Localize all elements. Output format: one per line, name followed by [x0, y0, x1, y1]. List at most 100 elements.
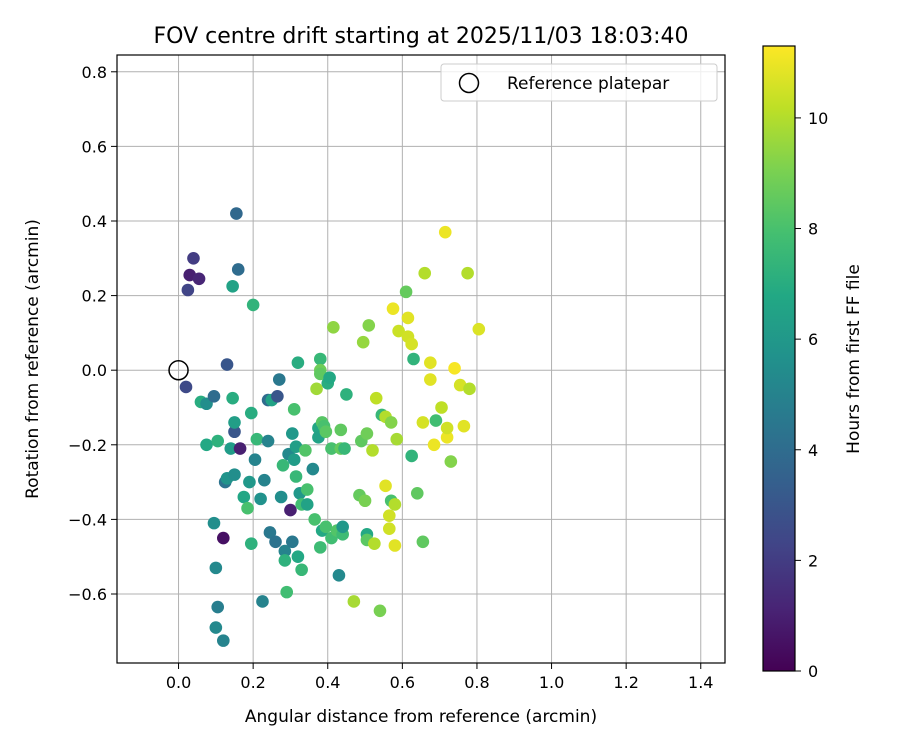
reference-marker-layer [168, 359, 189, 381]
data-point [287, 453, 301, 467]
data-point [313, 541, 327, 554]
x-tick-label: 0.6 [390, 673, 415, 692]
data-point [457, 419, 471, 433]
data-point [179, 380, 193, 394]
data-point [323, 371, 336, 384]
data-point [407, 352, 420, 366]
data-point [237, 490, 251, 504]
data-point [336, 520, 349, 534]
data-point [200, 438, 213, 452]
x-tick-label: 1.0 [539, 673, 564, 692]
data-point [246, 298, 260, 312]
data-point [286, 535, 299, 549]
data-point [356, 335, 370, 349]
colorbar-tick-label: 6 [808, 330, 818, 349]
data-point [424, 373, 437, 386]
data-point [440, 431, 454, 444]
data-point [334, 423, 348, 437]
data-point [258, 473, 271, 487]
data-point [228, 468, 241, 481]
data-point [224, 442, 238, 455]
data-point [263, 526, 277, 539]
data-point [231, 263, 245, 276]
data-point [291, 550, 305, 563]
y-tick-label: −0.6 [68, 585, 107, 604]
legend-box [440, 63, 718, 102]
data-point [207, 390, 221, 403]
data-point [243, 475, 256, 489]
y-tick-label: −0.2 [68, 436, 107, 455]
data-point [379, 479, 392, 493]
data-point [271, 390, 284, 403]
legend-entry-label: Reference platepar [507, 74, 669, 94]
data-point [278, 554, 292, 567]
data-point [244, 537, 258, 550]
data-point [286, 427, 299, 440]
data-point [207, 516, 221, 530]
data-point [295, 563, 308, 577]
data-point [392, 324, 405, 338]
colorbar: 0 2 4 6 8 10 Hours from first FF file [762, 45, 864, 681]
data-point [181, 283, 195, 297]
colorbar-tick-label: 2 [808, 551, 818, 570]
y-axis-label: Rotation from reference (arcmin) [23, 219, 43, 499]
plot-frame [116, 54, 726, 664]
data-point [461, 266, 474, 280]
data-point [226, 391, 239, 405]
data-point [226, 279, 239, 293]
data-point [386, 302, 400, 315]
data-point [410, 486, 424, 500]
data-point [358, 494, 372, 508]
data-point [424, 356, 437, 370]
data-point [347, 595, 361, 608]
data-point [244, 406, 258, 420]
x-axis-ticks: 0.0 0.2 0.4 0.6 0.8 1.0 1.2 1.4 [166, 663, 713, 692]
data-point [306, 462, 320, 476]
data-point [444, 455, 458, 468]
colorbar-tick-label: 4 [808, 441, 818, 460]
y-tick-label: 0.8 [82, 63, 107, 82]
colorbar-tick-label: 10 [808, 109, 828, 128]
x-tick-label: 0.4 [315, 673, 340, 692]
legend: Reference platepar [440, 63, 718, 102]
data-point [230, 207, 243, 220]
data-point [211, 600, 225, 614]
data-point [338, 442, 351, 455]
data-point [327, 320, 340, 334]
data-point [416, 416, 430, 429]
data-point [300, 498, 314, 511]
data-point [405, 337, 418, 351]
data-point [438, 225, 452, 239]
colorbar-tick-label: 8 [808, 220, 818, 239]
data-point [278, 544, 292, 558]
data-point [280, 585, 294, 599]
x-tick-label: 1.4 [688, 673, 713, 692]
grid-lines [117, 55, 725, 663]
data-point [217, 531, 230, 545]
data-point [192, 272, 206, 286]
data-point [448, 362, 461, 375]
data-point [276, 459, 290, 472]
data-point [256, 595, 269, 608]
reference-platepar-marker [168, 359, 189, 381]
data-point [429, 414, 443, 427]
data-point [272, 373, 286, 386]
y-tick-label: −0.4 [68, 510, 107, 529]
data-point [388, 498, 402, 511]
data-point [220, 358, 234, 371]
data-point [241, 501, 254, 515]
data-point [382, 509, 396, 522]
data-points [179, 207, 486, 647]
data-point [384, 416, 398, 429]
data-point [187, 251, 200, 265]
colorbar-ticks: 0 2 4 6 8 10 [795, 109, 828, 681]
data-point [440, 421, 454, 435]
data-point [368, 537, 381, 550]
data-point [416, 535, 430, 549]
data-point [366, 444, 379, 457]
data-point [211, 434, 225, 448]
data-point [228, 416, 241, 429]
data-point [472, 322, 486, 336]
data-point [435, 401, 448, 414]
